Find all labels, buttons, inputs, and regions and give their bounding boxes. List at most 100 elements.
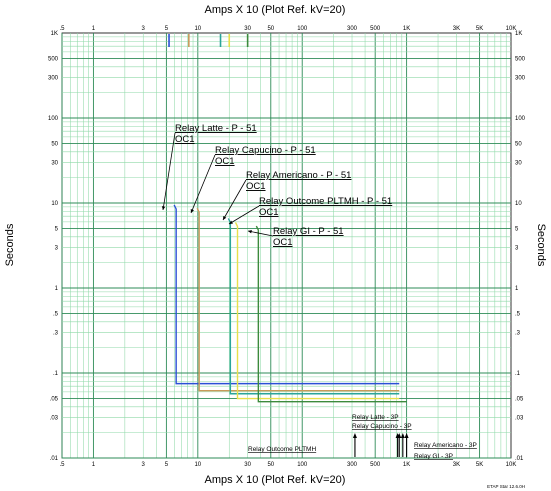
y-tick-label-left: .3 [53,330,59,336]
y-tick-label-right: 1 [515,286,519,292]
y-tick-label-left: 100 [48,116,59,122]
fault-arrowhead [397,433,402,438]
series-line [173,204,400,385]
x-tick-label-top: 1K [403,26,410,32]
x-tick-label-top: 10K [506,26,517,32]
x-tick-label-bottom: 10 [194,462,201,468]
y-axis-title-right: Seconds [535,224,547,267]
x-tick-label-top: 50 [267,26,274,32]
y-tick-label-left: 1K [51,31,58,37]
fault-label: Relay Outcome PLTMH [248,446,316,453]
y-tick-label-left: 30 [51,160,58,166]
x-tick-label-top: 3K [453,26,460,32]
series-layer [168,34,407,403]
x-tick-label-bottom: 100 [297,462,308,468]
x-tick-label-bottom: 10K [506,462,517,468]
x-tick-label-bottom: 50 [267,462,274,468]
y-tick-label-left: 50 [51,142,58,148]
series-label: Relay Latte - P - 51 [175,123,257,134]
x-tick-label-bottom: 30 [244,462,251,468]
series-label: Relay Americano - P - 51 [246,170,351,181]
y-tick-label-left: .01 [50,456,59,462]
series-sublabel: OC1 [175,134,195,145]
x-tick-label-top: 5 [165,26,169,32]
y-tick-label-right: 1K [515,31,522,37]
x-axis-title-top: Amps X 10 (Plot Ref. kV=20) [205,4,346,16]
y-tick-label-left: 10 [51,201,58,207]
x-tick-label-bottom: 5K [476,462,483,468]
leader-line [222,179,247,221]
x-tick-label-top: 100 [297,26,308,32]
y-tick-label-right: 100 [515,116,526,122]
series-label: Relay Capucino - P - 51 [215,145,316,156]
fault-label: Relay Latte - 3P [352,414,399,421]
y-tick-label-left: 1 [55,286,59,292]
x-tick-label-bottom: 1K [403,462,410,468]
leader-arrowhead [190,209,194,213]
x-tick-label-bottom: 3K [453,462,460,468]
y-tick-label-right: 10 [515,201,522,207]
y-tick-label-right: 30 [515,160,522,166]
y-tick-label-right: .3 [515,330,521,336]
series-sublabel: OC1 [259,207,279,218]
grid-layer [61,32,512,459]
y-axis-title-left: Seconds [4,223,16,266]
y-tick-label-left: .03 [50,415,59,421]
x-tick-label-top: 300 [347,26,358,32]
x-tick-label-top: 1 [92,26,96,32]
fault-label: Relay GI - 3P [414,453,453,460]
x-tick-label-bottom: 500 [370,462,381,468]
x-tick-label-bottom: 5 [165,462,169,468]
x-tick-label-top: 500 [370,26,381,32]
y-tick-label-left: .05 [50,397,59,403]
y-tick-label-left: 5 [55,227,59,233]
x-tick-label-bottom: .5 [59,462,65,468]
y-tick-label-left: 300 [48,75,59,81]
leader-arrowhead [248,230,252,234]
leader-line [190,154,216,214]
y-tick-label-right: .03 [515,415,524,421]
series-label: Relay Outcome PLTMH - P - 51 [259,196,392,207]
x-tick-label-bottom: 300 [347,462,358,468]
y-tick-label-right: 300 [515,75,526,81]
y-tick-label-right: 5 [515,227,519,233]
fault-label: Relay Americano - 3P [414,442,477,449]
x-tick-label-top: 3 [142,26,146,32]
y-tick-label-left: 500 [48,57,59,63]
x-tick-label-bottom: 3 [142,462,146,468]
y-tick-label-right: .1 [515,371,521,377]
x-axis-title-bottom: Amps X 10 (Plot Ref. kV=20) [205,474,346,486]
leader-line [228,205,260,225]
series-line [234,222,400,400]
fault-arrowhead [352,433,357,438]
series-label: Relay GI - P - 51 [273,226,344,237]
tick-layer: .5 .5 1 1 3 3 5 5 10 10 30 30 50 50 100 100 300 300 500 500… [48,26,526,468]
fault-label: Relay Capucino - 3P [352,423,412,430]
x-tick-label-top: 10 [194,26,201,32]
y-tick-label-left: 3 [55,245,59,251]
y-tick-label-right: .05 [515,397,524,403]
y-tick-label-right: 50 [515,142,522,148]
leader-arrowhead [229,220,233,224]
series-line [255,225,407,403]
leader-line [162,132,176,211]
y-tick-label-right: 500 [515,57,526,63]
fault-arrowhead [400,433,405,438]
y-tick-label-left: .5 [53,312,59,318]
y-tick-label-right: .01 [515,456,524,462]
x-tick-label-top: 30 [244,26,251,32]
leader-line [247,230,274,237]
series-line [227,218,400,395]
x-tick-label-top: .5 [59,26,65,32]
x-tick-label-top: 5K [476,26,483,32]
footer-version: ETAP Star 12.6.0H [487,484,525,489]
x-tick-label-bottom: 1 [92,462,96,468]
series-sublabel: OC1 [273,237,293,248]
fault-arrowhead [404,433,409,438]
leader-arrowhead [161,206,166,210]
series-line [196,207,400,392]
series-sublabel: OC1 [215,156,235,167]
y-tick-label-right: 3 [515,245,519,251]
